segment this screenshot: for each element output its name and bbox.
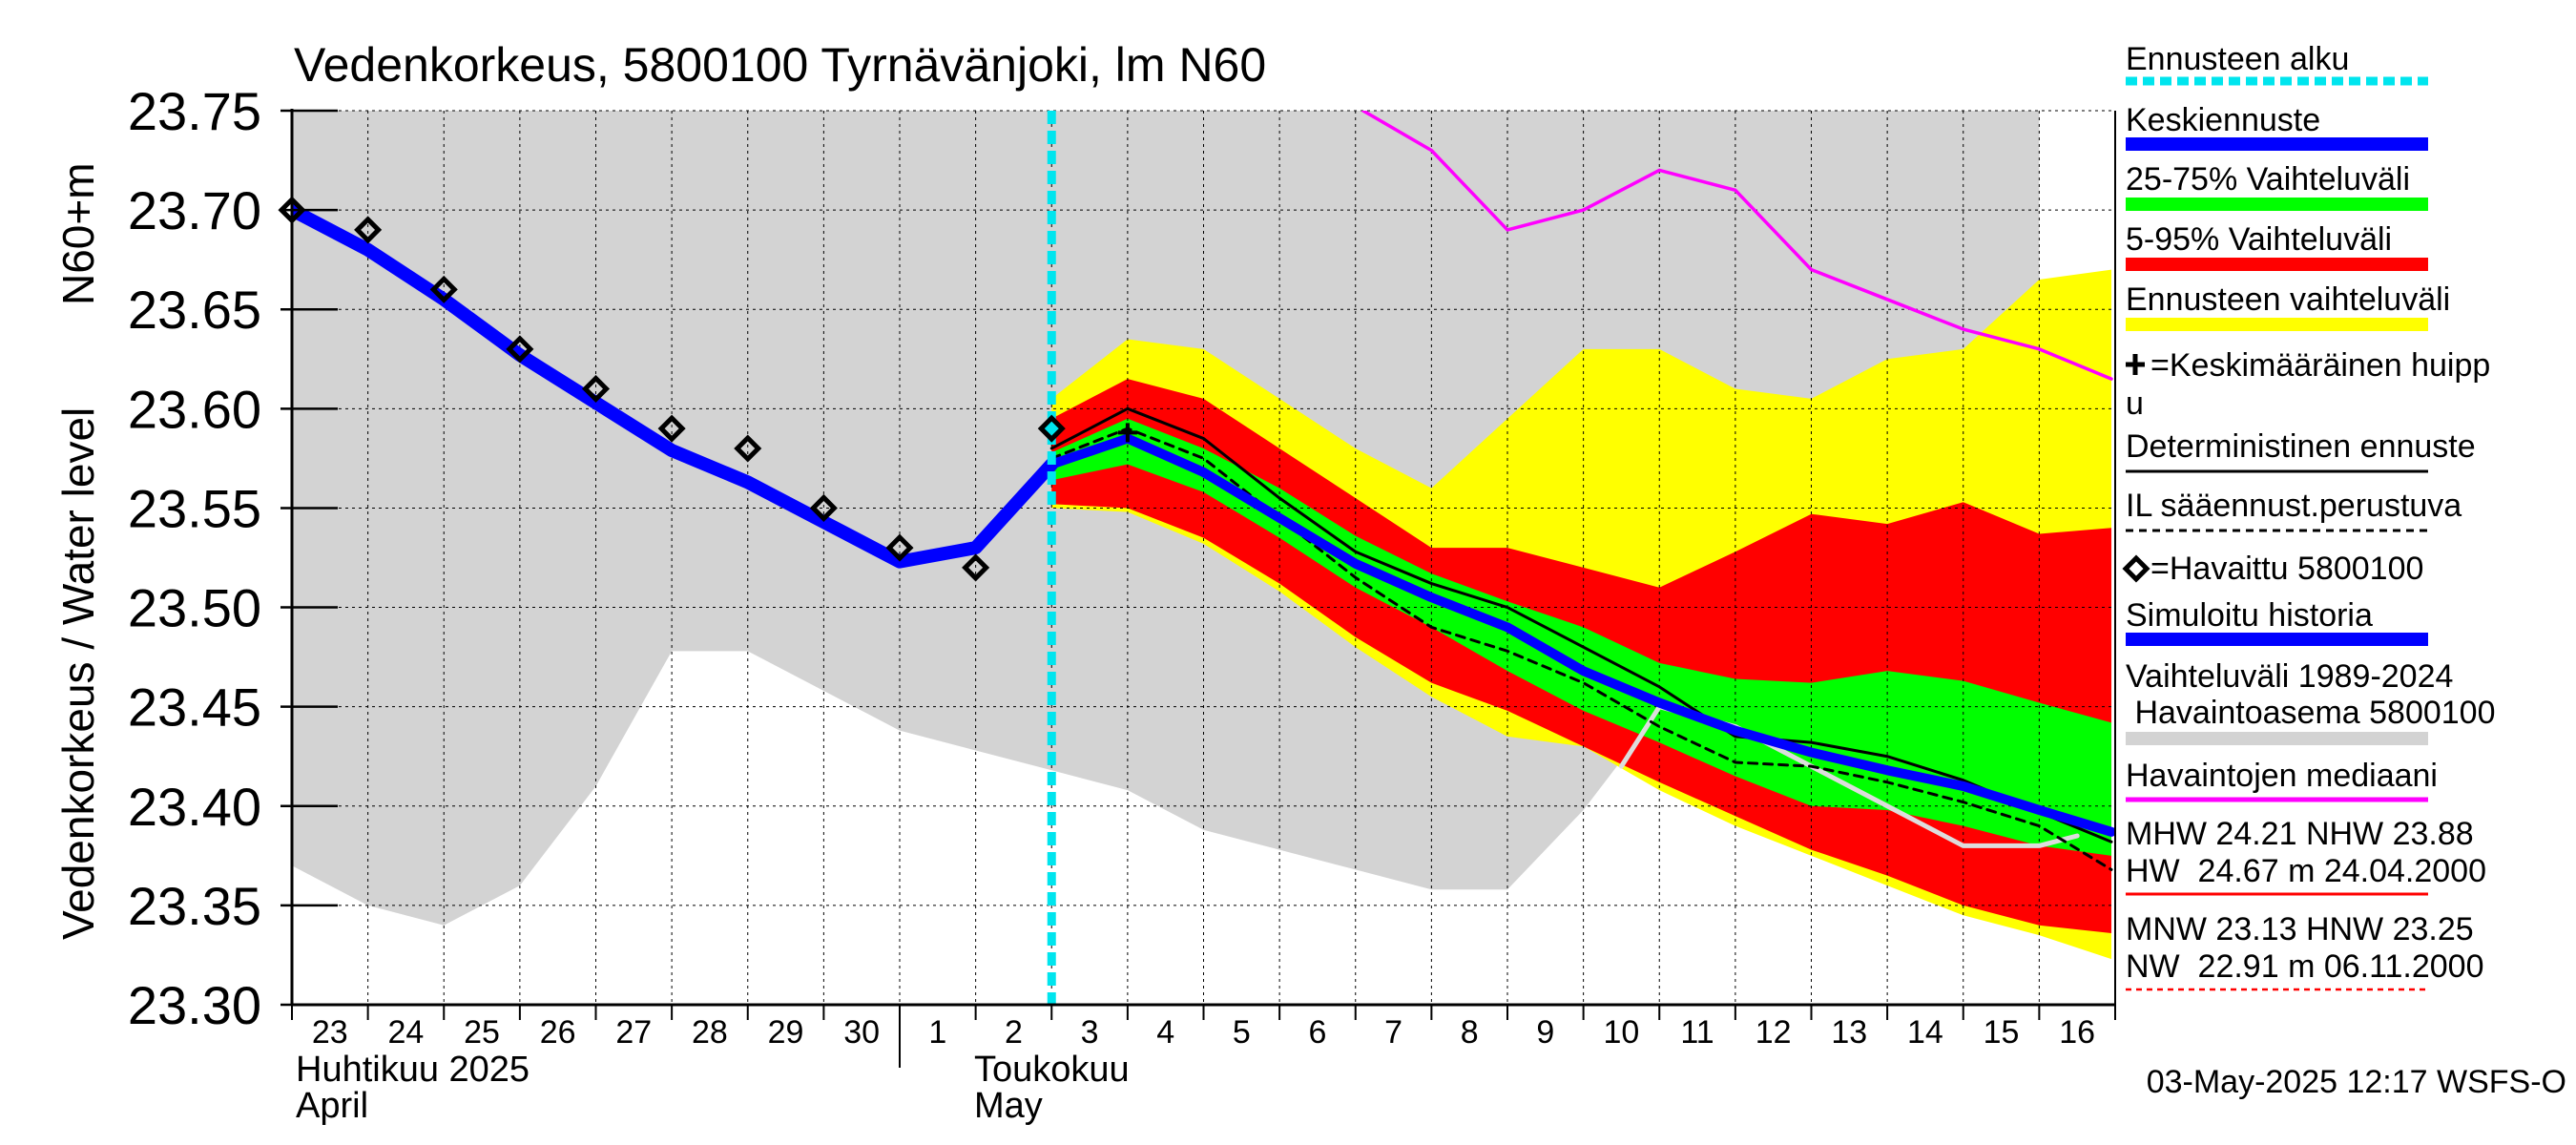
x-tick-label: 28 bbox=[692, 1014, 728, 1051]
legend-diamond-icon bbox=[2122, 554, 2150, 583]
legend-label: IL sääennust.perustuva bbox=[2126, 488, 2462, 524]
legend-label-line2: u bbox=[2126, 385, 2144, 422]
il-weather-forecast-line bbox=[1049, 427, 2113, 871]
x-tick-label: 13 bbox=[1831, 1014, 1867, 1051]
observed-point bbox=[962, 553, 990, 582]
range-25-75-band bbox=[1051, 418, 2112, 856]
legend-label: 5-95% Vaihteluväli bbox=[2126, 221, 2392, 258]
x-tick-label: 3 bbox=[1081, 1014, 1099, 1051]
y-tick-label: 23.65 bbox=[128, 280, 261, 340]
x-tick-label: 29 bbox=[768, 1014, 804, 1051]
mean-peak-marker bbox=[1117, 423, 1137, 443]
y-tick-label: 23.50 bbox=[128, 578, 261, 638]
x-tick-label: 11 bbox=[1680, 1014, 1714, 1051]
x-tick-label: 5 bbox=[1233, 1014, 1251, 1051]
x-tick-label: 12 bbox=[1755, 1014, 1792, 1051]
legend-label: Deterministinen ennuste bbox=[2126, 428, 2476, 465]
observed-point bbox=[581, 374, 611, 404]
chart-title: Vedenkorkeus, 5800100 Tyrnävänjoki, lm N… bbox=[294, 38, 1266, 92]
month-label-april-fi: Huhtikuu 2025 bbox=[296, 1050, 530, 1090]
y-tick-label: 23.55 bbox=[128, 478, 261, 538]
x-tick-label: 10 bbox=[1604, 1014, 1640, 1051]
legend-label-line2: Havaintoasema 5800100 bbox=[2126, 695, 2496, 731]
legend-label: =Keskimääräinen huipp bbox=[2150, 347, 2490, 384]
x-tick-label: 27 bbox=[615, 1014, 652, 1051]
grid-layer bbox=[292, 110, 2115, 1005]
x-tick-label: 9 bbox=[1536, 1014, 1554, 1051]
y-tick-label: 23.30 bbox=[128, 975, 261, 1035]
legend-label: Ennusteen alku bbox=[2126, 41, 2349, 77]
x-tick-label: 8 bbox=[1461, 1014, 1479, 1051]
legend-label: Keskiennuste bbox=[2126, 102, 2320, 138]
month-label-may-en: May bbox=[974, 1086, 1043, 1126]
legend-label: Havaintojen mediaani bbox=[2126, 758, 2438, 794]
x-tick-label: 4 bbox=[1156, 1014, 1174, 1051]
simulated-history-line bbox=[292, 203, 1059, 569]
x-tick-label: 15 bbox=[1984, 1014, 2020, 1051]
legend-label: 25-75% Vaihteluväli bbox=[2126, 161, 2410, 198]
deterministic-forecast-line bbox=[1049, 406, 2113, 843]
y-tick-label: 23.45 bbox=[128, 677, 261, 738]
y-axis-unit-label: N60+m bbox=[53, 162, 103, 305]
observed-point bbox=[1037, 414, 1066, 443]
legend-label: Vaihteluväli 1989-2024 bbox=[2126, 658, 2453, 695]
observed-point bbox=[354, 216, 383, 244]
y-tick-label: 23.35 bbox=[128, 876, 261, 936]
legend-label: =Havaittu 5800100 bbox=[2150, 551, 2423, 587]
x-tick-label: 16 bbox=[2059, 1014, 2095, 1051]
legend-plus-icon bbox=[2126, 354, 2145, 375]
y-tick-label: 23.70 bbox=[128, 180, 261, 240]
x-tick-label: 6 bbox=[1308, 1014, 1326, 1051]
y-tick-label: 23.75 bbox=[128, 81, 261, 141]
month-label-may-fi: Toukokuu bbox=[974, 1050, 1130, 1090]
observed-point bbox=[809, 493, 838, 522]
lines-layer bbox=[292, 111, 2115, 871]
legend-label: Simuloitu historia bbox=[2126, 597, 2373, 634]
legend-label: MHW 24.21 NHW 23.88 bbox=[2126, 816, 2474, 852]
y-axis-label: Vedenkorkeus / Water level bbox=[53, 407, 103, 940]
x-tick-label: 25 bbox=[464, 1014, 500, 1051]
median-forecast-line bbox=[1047, 433, 2115, 837]
observed-point bbox=[429, 275, 458, 303]
observed-point bbox=[657, 414, 686, 443]
markers-layer bbox=[278, 111, 1137, 1005]
axes-layer: 23.30 23.35 23.40 23.45 23.50 23.55 23.60 23.65… bbox=[128, 81, 2116, 1126]
month-label-april-en: April bbox=[296, 1086, 368, 1126]
observed-point bbox=[506, 335, 534, 364]
x-tick-label: 7 bbox=[1384, 1014, 1402, 1051]
x-tick-label: 14 bbox=[1907, 1014, 1943, 1051]
x-tick-label: 24 bbox=[388, 1014, 425, 1051]
bands-layer bbox=[292, 111, 2112, 960]
observation-median-line bbox=[1361, 111, 2113, 381]
y-tick-label: 23.40 bbox=[128, 777, 261, 837]
observed-point bbox=[734, 434, 762, 463]
footer-timestamp: 03-May-2025 12:17 WSFS-O bbox=[2147, 1064, 2566, 1100]
legend-label: Ennusteen vaihteluväli bbox=[2126, 281, 2450, 318]
legend: Ennusteen alku Keskiennuste 25-75% Vaihtel… bbox=[2122, 41, 2496, 991]
legend-label: MNW 23.13 HNW 23.25 bbox=[2126, 911, 2474, 947]
x-tick-label: 26 bbox=[540, 1014, 576, 1051]
x-tick-label: 1 bbox=[928, 1014, 946, 1051]
observed-point bbox=[885, 533, 914, 562]
y-tick-label: 23.60 bbox=[128, 379, 261, 439]
legend-label-line2: HW 24.67 m 24.04.2000 bbox=[2126, 853, 2486, 889]
x-tick-label: 23 bbox=[312, 1014, 348, 1051]
x-tick-label: 2 bbox=[1005, 1014, 1023, 1051]
legend-label-line2: NW 22.91 m 06.11.2000 bbox=[2126, 948, 2483, 985]
x-tick-label: 30 bbox=[843, 1014, 880, 1051]
